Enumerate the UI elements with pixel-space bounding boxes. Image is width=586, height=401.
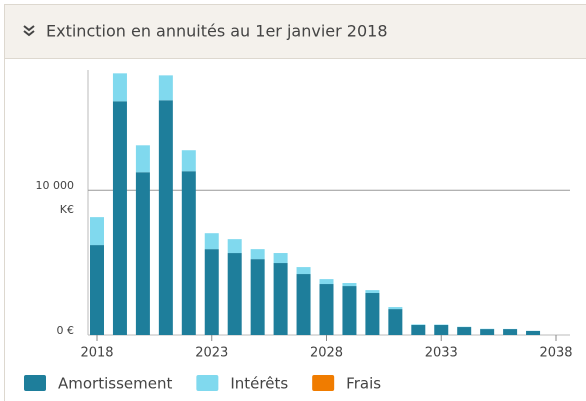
bar-segment: [434, 325, 449, 335]
bar-segment: [365, 290, 380, 294]
legend-swatch: [312, 375, 335, 391]
x-tick-label: 2018: [80, 346, 113, 361]
bar-segment: [204, 233, 219, 250]
bar-segment: [411, 325, 426, 335]
bar-segment: [503, 329, 518, 335]
bar-segment: [158, 75, 173, 101]
bar-segment: [158, 100, 173, 335]
bar-segment: [112, 101, 127, 335]
legend-swatch: [24, 375, 46, 391]
bar-segment: [296, 267, 311, 275]
bar-segment: [319, 284, 334, 335]
bar-segment: [342, 283, 357, 287]
bar-segment: [411, 324, 426, 326]
panel-border: [4, 4, 586, 401]
bar-segment: [296, 274, 311, 335]
y-unit: K€: [60, 203, 74, 216]
bar-segment: [181, 150, 196, 172]
x-tick-label: 2038: [539, 346, 572, 361]
bar-segment: [388, 307, 403, 310]
bar-segment: [227, 253, 242, 335]
bar-segment: [90, 217, 104, 246]
collapse-icon[interactable]: [23, 25, 35, 37]
legend-label: Intérêts: [230, 375, 288, 393]
legend-swatch: [196, 375, 219, 391]
bar-segment: [227, 239, 242, 254]
legend-label: Frais: [346, 375, 381, 393]
bar-segment: [112, 73, 127, 102]
y-tick-label: 10 000: [36, 179, 75, 192]
bar-segment: [250, 249, 265, 260]
x-tick-label: 2028: [310, 346, 343, 361]
bar-segment: [365, 293, 380, 335]
legend-label: Amortissement: [58, 375, 172, 393]
bar-segment: [526, 330, 541, 335]
header-title: Extinction en annuités au 1er janvier 20…: [46, 22, 388, 41]
y-tick-label: 0 €: [57, 324, 75, 337]
bar-segment: [204, 249, 219, 335]
bar-segment: [457, 327, 472, 335]
bar-segment: [90, 245, 104, 335]
bar-segment: [342, 286, 357, 335]
x-tick-label: 2023: [195, 346, 228, 361]
bar-segment: [135, 145, 150, 173]
bar-segment: [480, 329, 495, 335]
x-tick-label: 2033: [425, 346, 458, 361]
bar-segment: [181, 171, 196, 335]
panel-header[interactable]: [4, 4, 586, 59]
bar-segment: [388, 309, 403, 335]
bar-segment: [250, 259, 265, 335]
bar-segment: [319, 279, 334, 285]
bar-segment: [273, 263, 288, 335]
bar-segment: [273, 253, 288, 264]
bar-segment: [135, 172, 150, 335]
